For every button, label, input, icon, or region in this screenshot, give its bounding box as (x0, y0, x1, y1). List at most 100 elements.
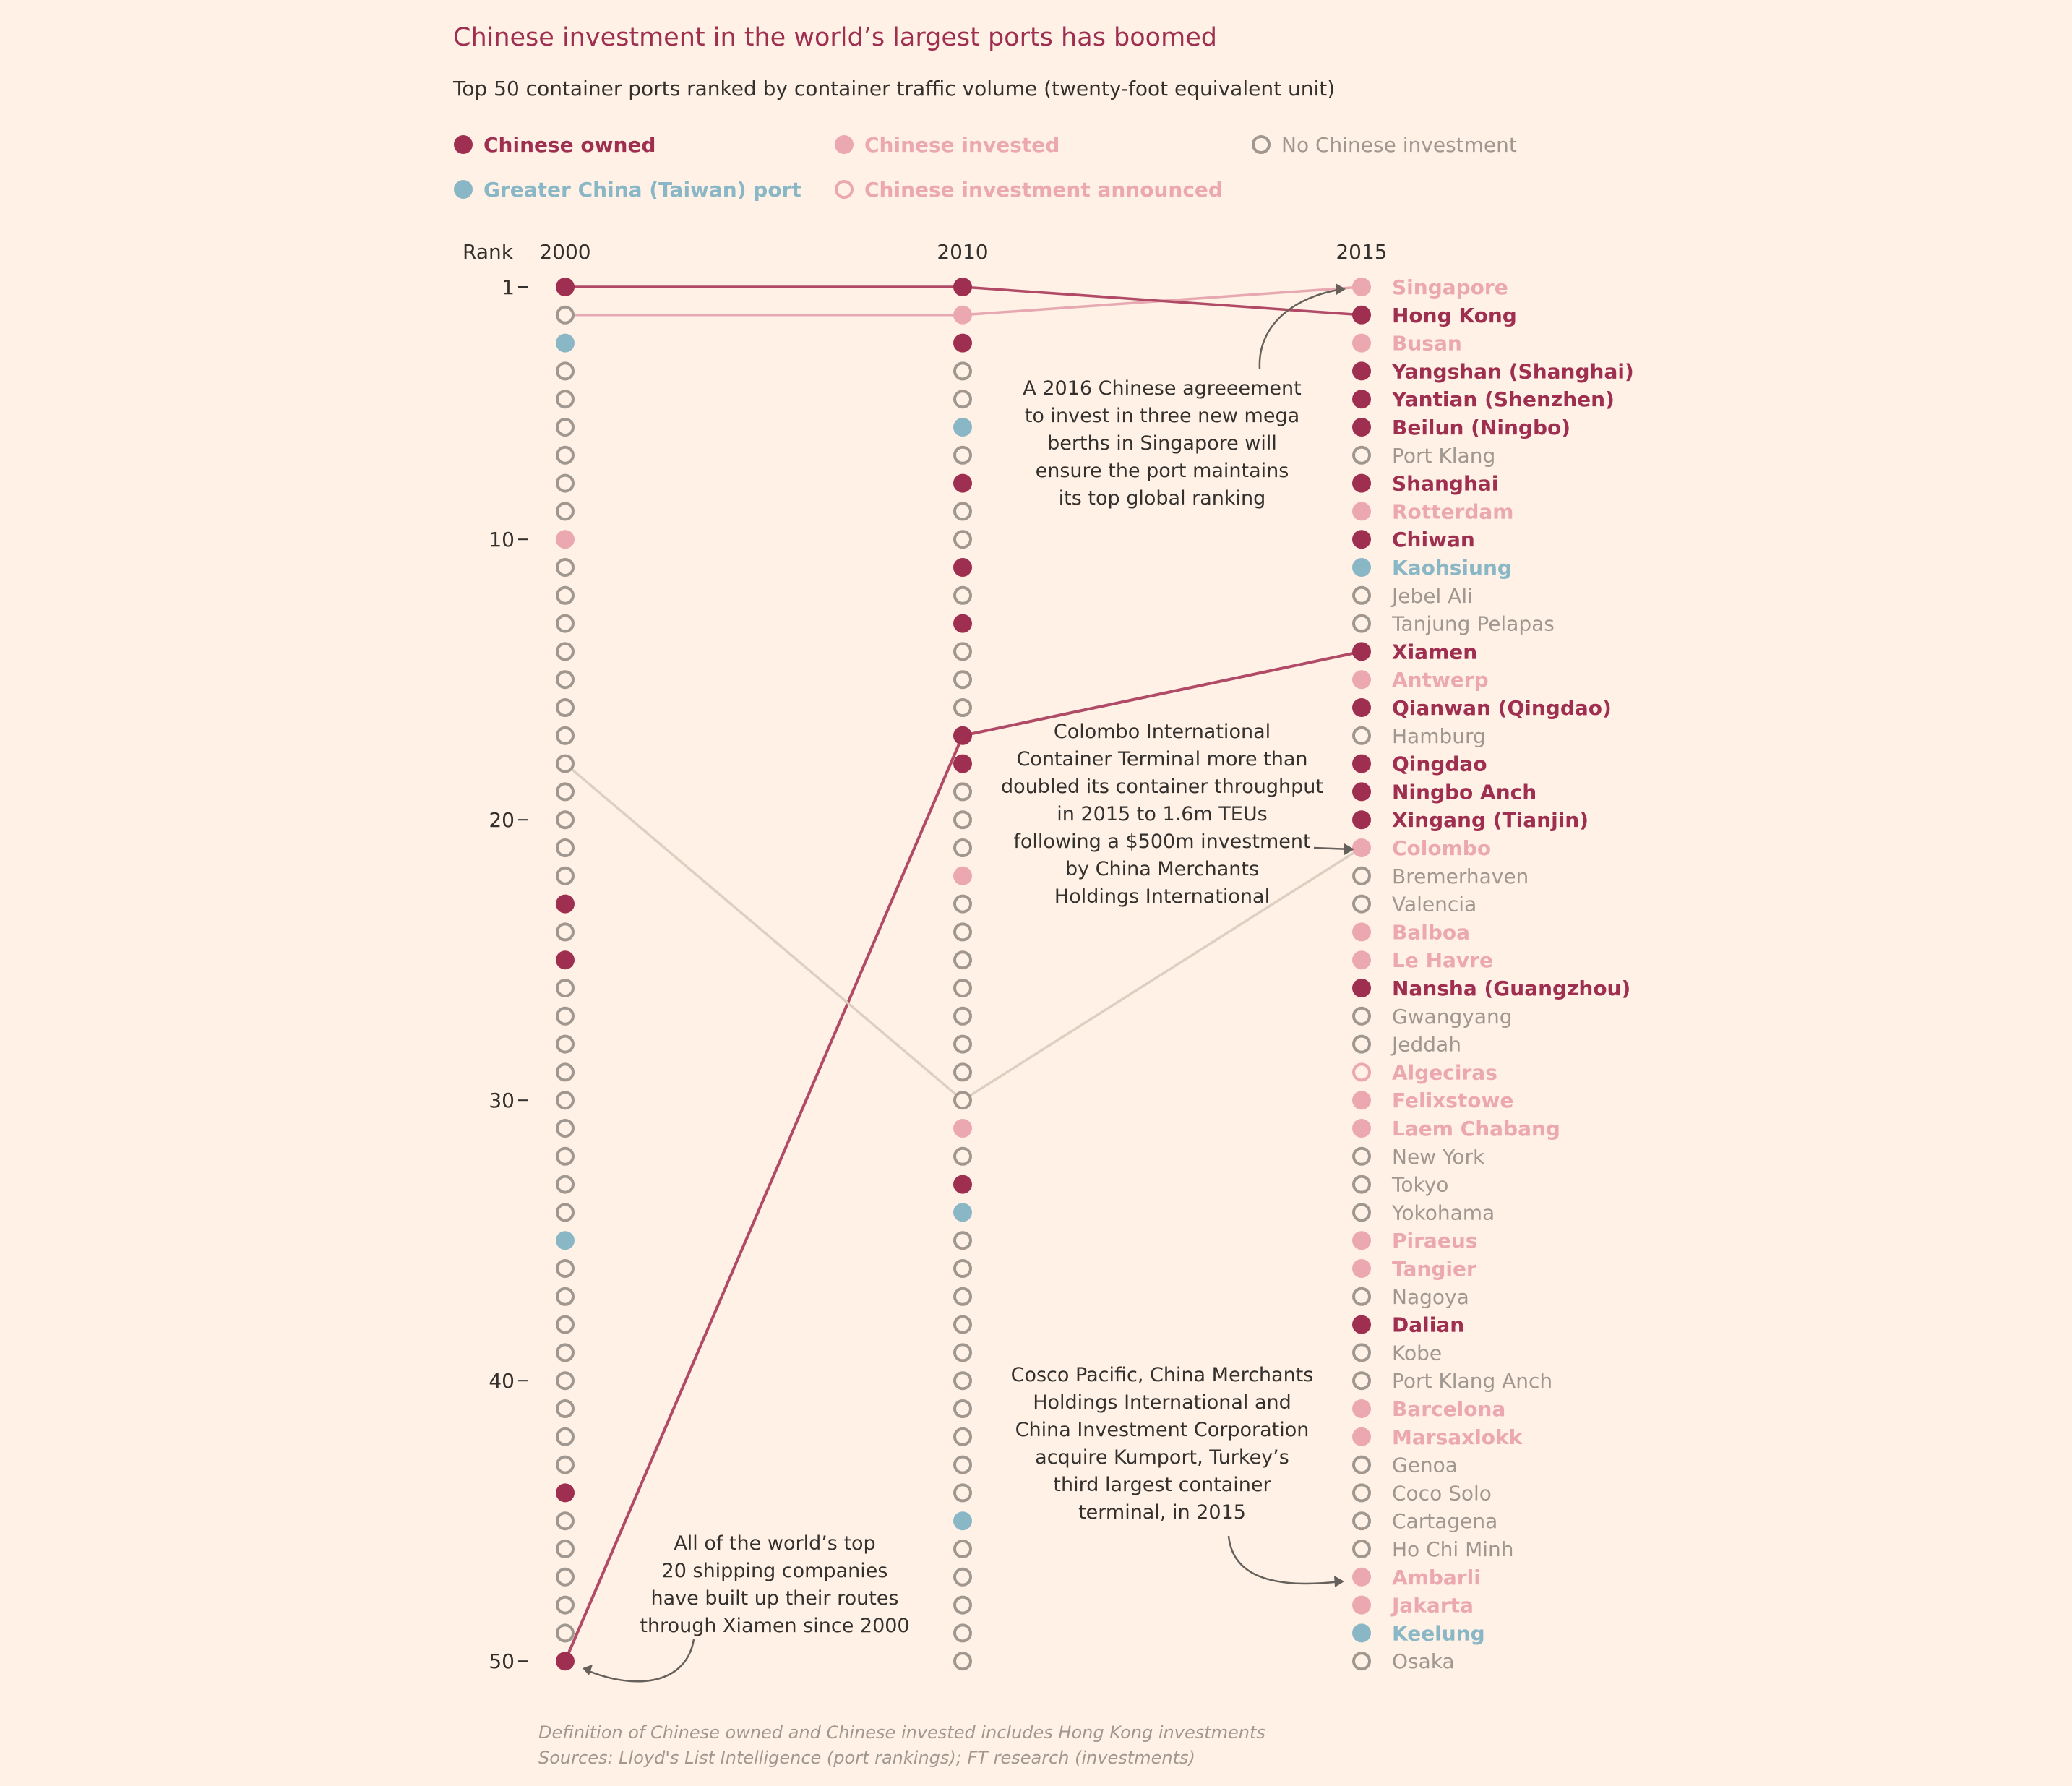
dot-2010-rank-20 (953, 810, 972, 830)
dot-2010-rank-45 (953, 1511, 972, 1531)
dot-2010-rank-21 (953, 838, 972, 857)
dot-2015-rank-26 (1352, 979, 1371, 997)
port-label-le-havre: Le Havre (1392, 948, 1493, 972)
annotation-singapore-line: to invest in three new mega (1025, 405, 1299, 427)
port-label-piraeus: Piraeus (1392, 1229, 1477, 1253)
port-label-chiwan: Chiwan (1392, 528, 1475, 551)
dot-2010-rank-31 (953, 1119, 972, 1138)
port-label-genoa: Genoa (1392, 1454, 1458, 1477)
port-label-port-klang-anch: Port Klang Anch (1392, 1369, 1552, 1393)
dot-2015-rank-13 (1352, 614, 1371, 633)
dot-2015-rank-23 (1352, 894, 1371, 914)
dot-2010-rank-32 (953, 1146, 972, 1166)
port-label-rotterdam: Rotterdam (1392, 499, 1513, 523)
dot-2015-rank-4 (1352, 361, 1371, 381)
port-labels-2015: Singapore Hong Kong Busan Yangshan (Shangha… (1390, 275, 1634, 1673)
annotations: A 2016 Chinese agreeement to invest in th… (640, 377, 1323, 1637)
dot-2010-rank-6 (953, 418, 972, 437)
dot-2010-rank-1 (953, 278, 972, 296)
dot-2010-rank-9 (953, 502, 972, 521)
dot-2015-rank-16 (1352, 698, 1371, 717)
port-label-keelung: Keelung (1392, 1621, 1485, 1645)
annotation-singapore-line: berths in Singapore will (1047, 432, 1277, 455)
legend-marker-none (1252, 135, 1271, 154)
dot-2000-rank-15 (556, 670, 575, 690)
dot-2010-rank-43 (953, 1455, 972, 1474)
port-label-qianwan-qingdao-: Qianwan (Qingdao) (1392, 696, 1612, 720)
legend-label-owned: Chinese owned (483, 133, 655, 157)
port-label-marsaxlokk: Marsaxlokk (1392, 1425, 1523, 1449)
dot-2010-rank-13 (953, 614, 972, 633)
arrow-singapore (1258, 288, 1344, 369)
dot-2000-rank-31 (556, 1119, 575, 1138)
dot-2015-rank-5 (1352, 390, 1371, 409)
annotation-kumport: Cosco Pacific, China Merchants Holdings I… (1011, 1364, 1314, 1524)
port-label-yokohama: Yokohama (1391, 1201, 1495, 1224)
dot-2010-rank-15 (953, 670, 972, 690)
dot-2010-rank-7 (953, 445, 972, 465)
annotation-colombo-line: following a $500m investment (1013, 830, 1310, 853)
annotation-kumport-line: Holdings International and (1033, 1391, 1291, 1414)
dot-2015-rank-43 (1352, 1455, 1371, 1474)
port-label-tanjung-pelapas: Tanjung Pelapas (1391, 612, 1555, 636)
dot-2000-rank-17 (556, 726, 575, 745)
legend: Chinese owned Chinese invested No Chinese … (454, 133, 1517, 202)
dot-2010-rank-33 (953, 1175, 972, 1194)
dot-2015-rank-31 (1352, 1119, 1371, 1138)
dot-2010-rank-23 (953, 894, 972, 914)
dot-2010-rank-34 (953, 1203, 972, 1222)
chart-subtitle: Top 50 container ports ranked by contain… (452, 77, 1335, 100)
port-label-algeciras: Algeciras (1392, 1060, 1497, 1084)
dot-2010-rank-11 (953, 558, 972, 577)
dot-2015-rank-48 (1352, 1595, 1371, 1615)
dot-2015-rank-25 (1352, 950, 1371, 970)
annotation-singapore-line: A 2016 Chinese agreeement (1023, 377, 1301, 400)
dot-2000-rank-2 (556, 305, 575, 325)
rank-tick-label-1: 1 (502, 275, 515, 299)
dot-2015-rank-14 (1352, 642, 1371, 661)
dot-2015-rank-47 (1352, 1567, 1371, 1587)
dot-2015-rank-19 (1352, 782, 1371, 802)
dot-2010-rank-27 (953, 1006, 972, 1026)
dot-2010-rank-48 (953, 1595, 972, 1615)
dot-2015-rank-18 (1352, 754, 1371, 773)
dot-2000-rank-14 (556, 642, 575, 661)
annotation-arrows (583, 283, 1354, 1683)
dot-2000-rank-20 (556, 810, 575, 830)
annotation-kumport-line: third largest container (1053, 1474, 1271, 1496)
annotation-colombo-line: by China Merchants (1065, 858, 1259, 880)
dot-2010-rank-12 (953, 585, 972, 605)
dot-2000-rank-12 (556, 585, 575, 605)
dot-2015-rank-24 (1352, 922, 1371, 942)
dot-2000-rank-13 (556, 614, 575, 633)
annotation-colombo-line: Colombo International (1054, 721, 1271, 743)
dot-2015-rank-41 (1352, 1399, 1371, 1418)
dot-2015-rank-11 (1352, 558, 1371, 577)
port-label-cartagena: Cartagena (1392, 1509, 1497, 1533)
rank-dots (556, 278, 1371, 1671)
port-label-yangshan-shanghai-: Yangshan (Shanghai) (1391, 359, 1634, 383)
dot-2010-rank-50 (953, 1652, 972, 1671)
dot-2010-rank-25 (953, 950, 972, 970)
dot-2000-rank-26 (556, 979, 575, 997)
annotation-colombo: Colombo International Container Terminal … (1001, 721, 1323, 908)
port-label-xingang-tianjin-: Xingang (Tianjin) (1392, 808, 1589, 832)
legend-label-announced: Chinese investment announced (864, 178, 1223, 202)
port-label-kaohsiung: Kaohsiung (1392, 556, 1512, 580)
dot-2015-rank-34 (1352, 1203, 1371, 1222)
arrow-head-xiamen (583, 1665, 593, 1675)
dot-2000-rank-21 (556, 838, 575, 857)
legend-label-invested: Chinese invested (864, 133, 1059, 157)
dot-2010-rank-42 (953, 1427, 972, 1446)
dot-2000-rank-46 (556, 1540, 575, 1558)
dot-2000-rank-40 (556, 1371, 575, 1391)
dot-2000-rank-23 (556, 894, 575, 914)
dot-2000-rank-16 (556, 698, 575, 717)
dot-2015-rank-46 (1352, 1540, 1371, 1558)
legend-marker-announced (835, 180, 854, 199)
dot-2000-rank-48 (556, 1595, 575, 1615)
dot-2015-rank-7 (1352, 445, 1371, 465)
dot-2000-rank-45 (556, 1511, 575, 1531)
port-label-hong-kong: Hong Kong (1392, 304, 1517, 327)
port-label-felixstowe: Felixstowe (1392, 1089, 1513, 1112)
